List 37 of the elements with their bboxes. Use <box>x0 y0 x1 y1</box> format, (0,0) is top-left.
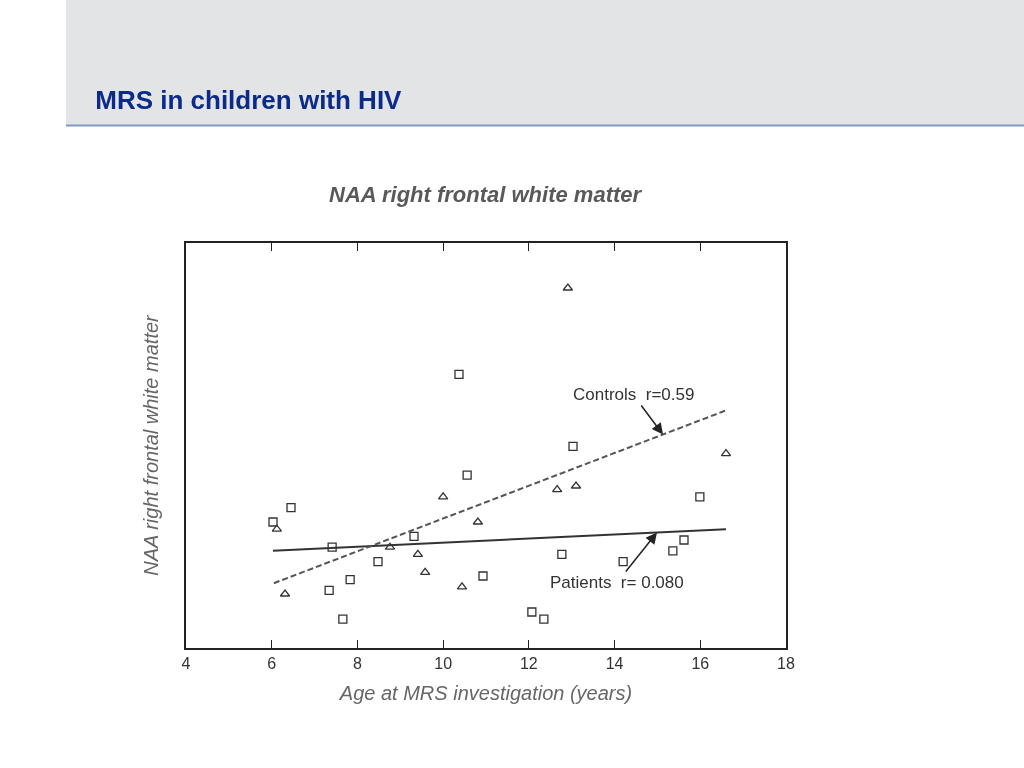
point <box>327 542 337 552</box>
x-tick-label: 12 <box>519 655 538 673</box>
chart-title: MRS in children with HIV <box>95 84 403 115</box>
point <box>668 546 678 556</box>
point <box>338 614 348 624</box>
point <box>286 502 296 513</box>
point <box>557 549 567 560</box>
chart-subtitle: NAA right frontal white matter <box>329 182 643 207</box>
x-axis-title: Age at MRS investigation (years) <box>338 682 633 705</box>
point <box>618 556 628 567</box>
point <box>454 369 464 380</box>
x-tick-label: 10 <box>434 655 453 673</box>
x-tick-label: 8 <box>352 655 362 673</box>
x-tick-label: 16 <box>691 655 710 673</box>
x-tick-label: 4 <box>181 655 191 673</box>
point <box>268 517 278 527</box>
point <box>478 571 488 581</box>
y-axis-title: NAA right frontal white matter <box>140 313 162 576</box>
point <box>568 441 578 452</box>
point <box>373 556 383 567</box>
point <box>412 549 424 558</box>
point <box>409 531 419 542</box>
point <box>419 567 431 576</box>
point <box>527 607 537 617</box>
point <box>695 492 705 502</box>
point <box>345 574 355 585</box>
annotation: Patients r= 0.080 <box>550 573 684 592</box>
annotation: Controls r=0.59 <box>573 385 695 404</box>
x-tick-label: 18 <box>777 655 795 673</box>
point <box>462 470 472 480</box>
point <box>551 484 563 493</box>
x-tick-label: 6 <box>267 655 277 673</box>
x-tick-label: 14 <box>605 655 624 673</box>
point <box>720 448 732 457</box>
point <box>679 535 689 545</box>
point <box>539 614 549 624</box>
point <box>324 585 334 596</box>
